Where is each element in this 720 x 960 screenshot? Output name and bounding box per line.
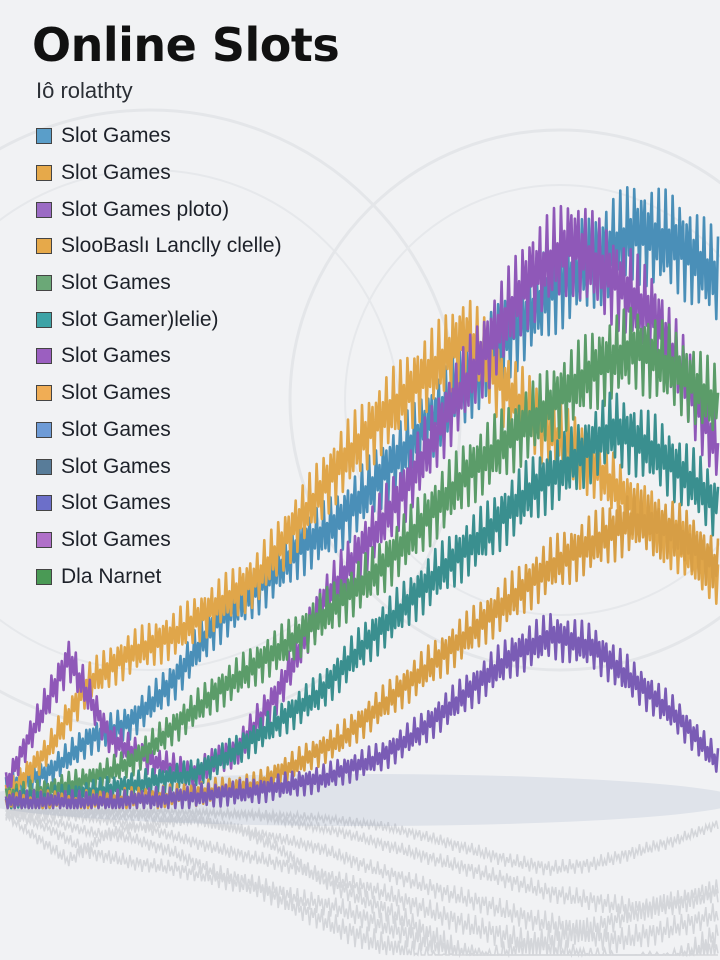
legend-item: Slot Games xyxy=(36,448,282,485)
chart-title: Online Slots xyxy=(32,18,340,72)
background-circle-right-inner xyxy=(344,184,720,616)
series-reflection xyxy=(5,805,719,920)
legend-swatch xyxy=(36,348,52,365)
legend-label: Slot Games xyxy=(61,344,171,368)
legend-label: Slot Games xyxy=(61,491,171,515)
legend-item: Slot Games xyxy=(36,155,282,192)
legend-label: Slot Games xyxy=(61,161,171,185)
series-line xyxy=(4,487,720,810)
series-reflection xyxy=(5,804,719,959)
legend-item: Slot Games xyxy=(36,118,282,155)
legend-swatch xyxy=(36,385,52,402)
legend-swatch xyxy=(36,311,52,328)
legend-item: Dla Narnet xyxy=(36,558,282,595)
legend-item: SlooBaslı Lanclly clelle) xyxy=(36,228,282,265)
series-line xyxy=(4,204,720,789)
legend-swatch xyxy=(36,238,52,255)
background-circle-right xyxy=(288,128,720,672)
legend-swatch xyxy=(36,531,52,548)
legend-item: Slot Games xyxy=(36,338,282,375)
legend-label: Slot Games xyxy=(61,417,171,441)
legend-item: Slot Games xyxy=(36,375,282,412)
legend-label: Slot Games xyxy=(61,527,171,551)
series-line xyxy=(4,612,720,810)
series-line xyxy=(4,306,720,810)
legend-swatch xyxy=(36,128,52,145)
legend-item: Slot Games xyxy=(36,412,282,449)
series-line xyxy=(4,391,720,810)
legend-swatch xyxy=(36,165,52,182)
legend-swatch xyxy=(36,568,52,585)
legend-swatch xyxy=(36,495,52,512)
legend-item: Slot Games xyxy=(36,485,282,522)
legend-swatch xyxy=(36,201,52,218)
legend-label: Slot Games xyxy=(61,454,171,478)
background-circle-left xyxy=(0,108,462,732)
legend-item: Slot Gamer)lelie) xyxy=(36,301,282,338)
series-reflection xyxy=(5,806,719,959)
chart-subtitle: Iô rolathty xyxy=(36,78,133,103)
series-lines xyxy=(4,186,720,810)
chart-legend: Slot Games Slot Games Slot Games ploto) Slo… xyxy=(36,118,282,595)
legend-label: Slot Games ploto) xyxy=(61,197,230,221)
legend-swatch xyxy=(36,421,52,438)
legend-label: Slot Gamer)lelie) xyxy=(61,307,219,331)
legend-label: Dla Narnet xyxy=(61,564,162,588)
series-reflection xyxy=(5,805,719,876)
legend-label: Slot Games xyxy=(61,381,171,405)
legend-swatch xyxy=(36,275,52,292)
legend-item: Slot Games xyxy=(36,265,282,302)
legend-item: Slot Games xyxy=(36,522,282,559)
series-reflection xyxy=(5,805,719,954)
legend-label: SlooBaslı Lanclly clelle) xyxy=(61,234,282,258)
series-reflection xyxy=(5,812,719,958)
legend-label: Slot Games xyxy=(61,271,171,295)
series-reflection xyxy=(5,809,718,959)
legend-swatch xyxy=(36,458,52,475)
chart-reflection xyxy=(5,804,719,959)
legend-label: Slot Games xyxy=(61,124,171,148)
legend-item: Slot Games ploto) xyxy=(36,191,282,228)
